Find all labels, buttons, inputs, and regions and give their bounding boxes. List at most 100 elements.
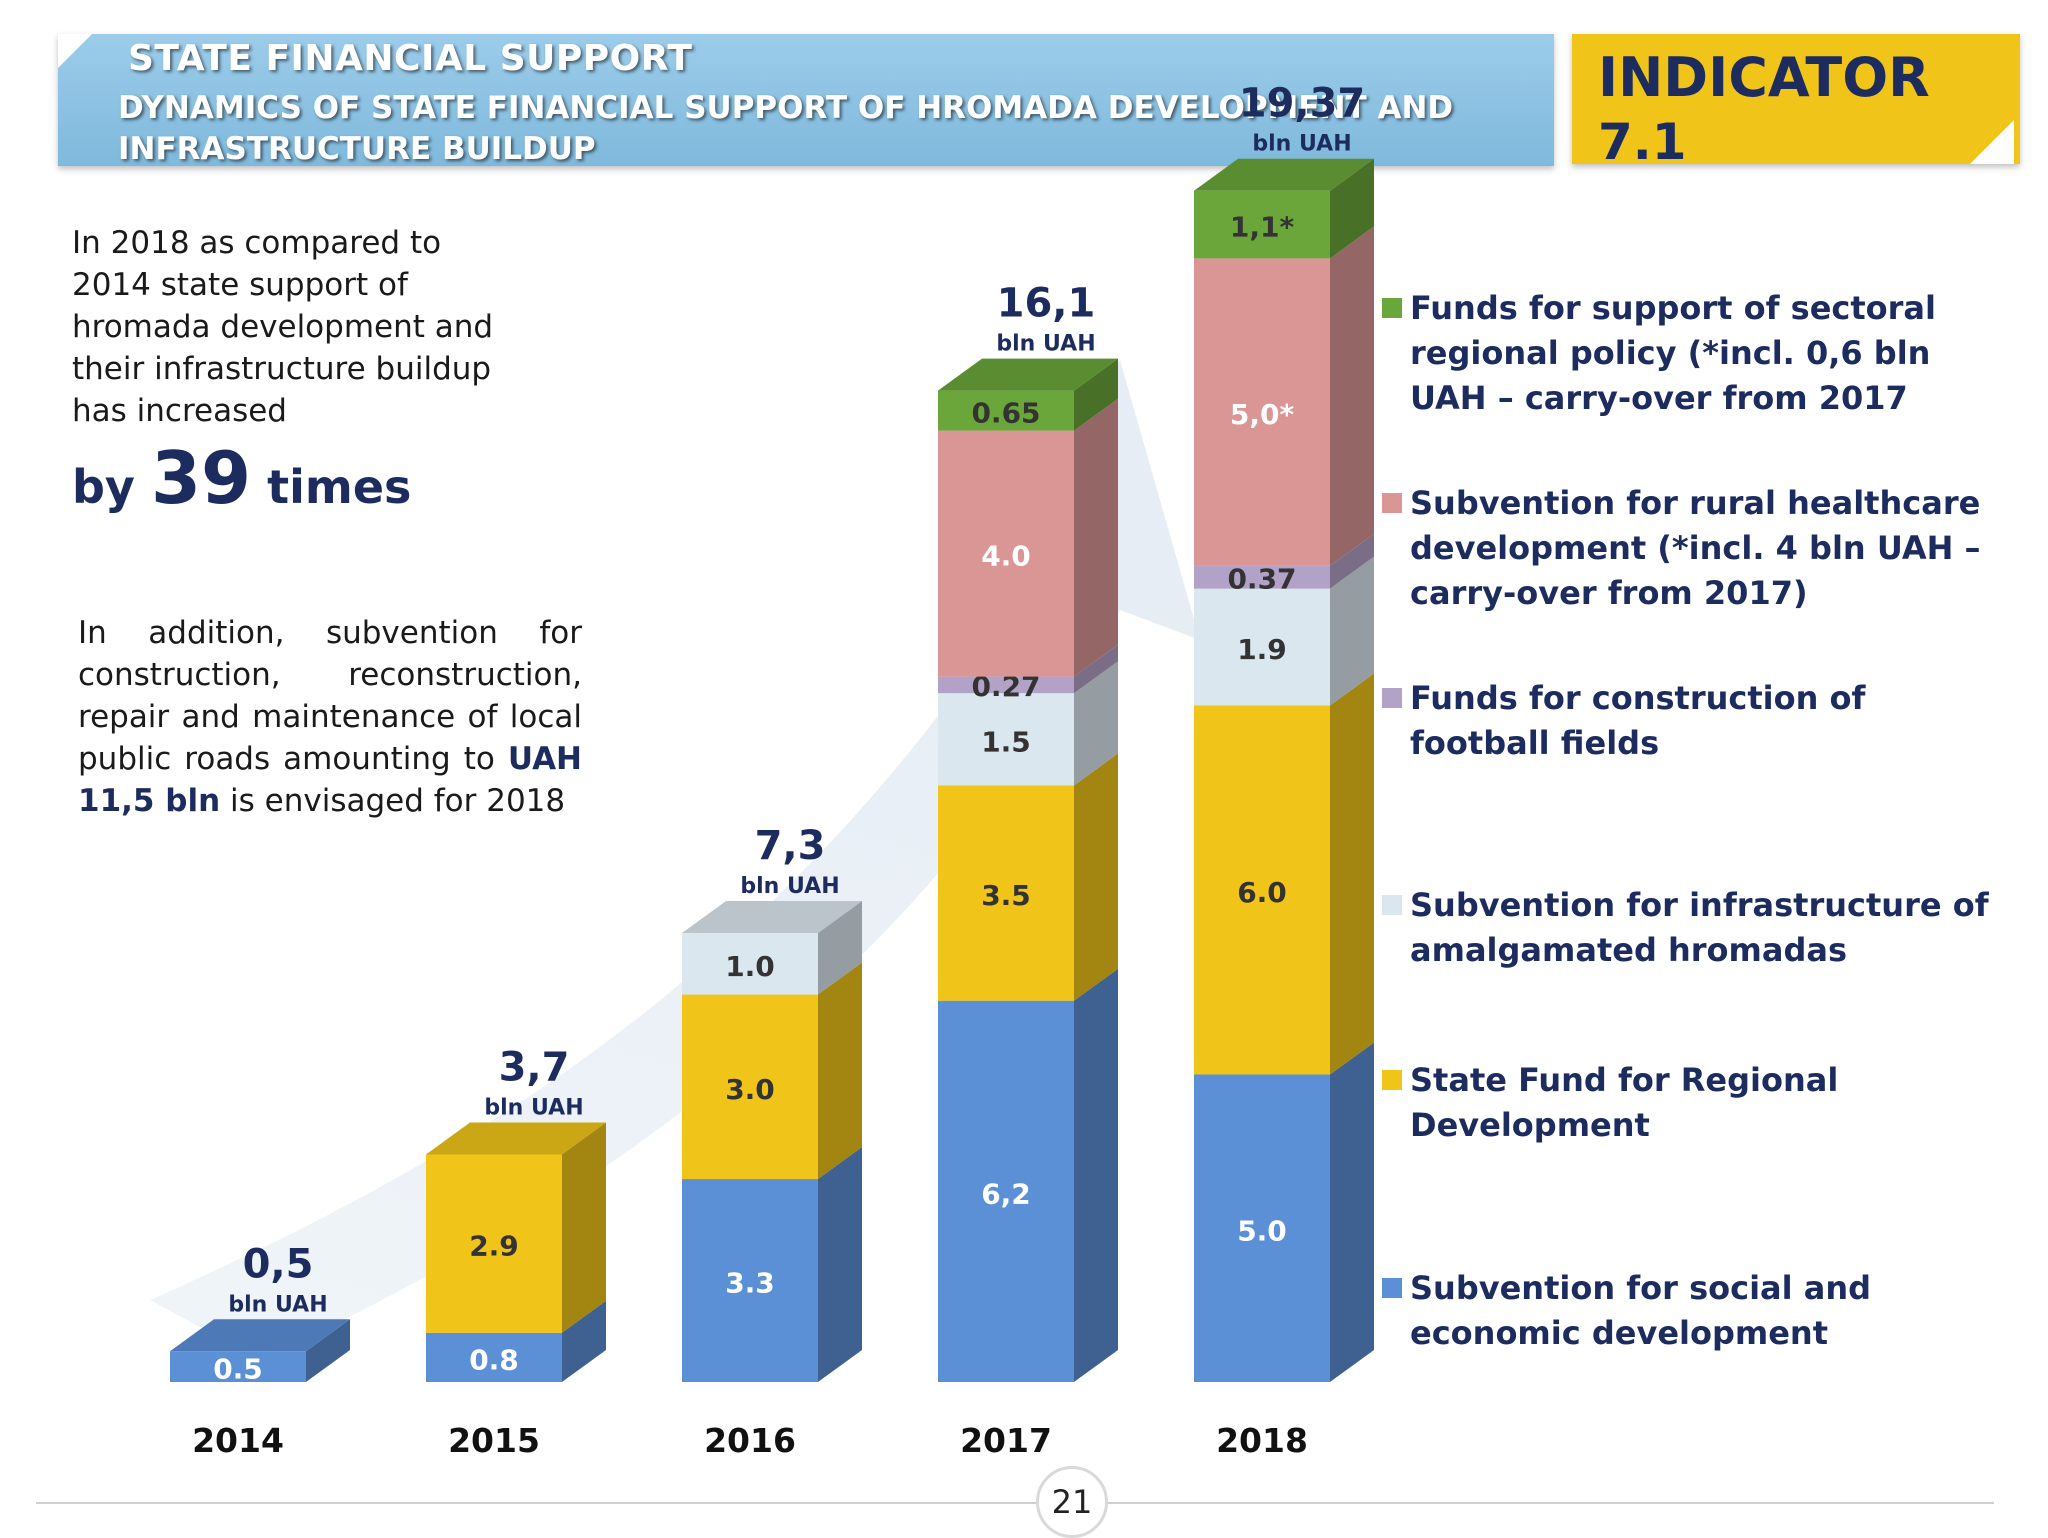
header-banner (58, 34, 1554, 166)
growth-by: by (72, 460, 135, 514)
legend-label: Funds for support of sectoral regional p… (1410, 289, 1936, 417)
bar-total-label: 0,5 (243, 1241, 314, 1287)
intro-text: In 2018 as compared to 2014 state suppor… (72, 225, 494, 429)
legend-swatch (1382, 493, 1402, 513)
bar-value-label: 1.5 (981, 725, 1031, 758)
bar-top-face (170, 1319, 350, 1352)
bar-total-unit: bln UAH (1252, 132, 1351, 157)
growth-times-value: 39 (150, 436, 252, 520)
bar-segment-side (562, 1300, 606, 1382)
legend-item-amalgamated-hromadas: Subvention for infrastructure of amalgam… (1382, 883, 2010, 973)
bar-segment (682, 933, 818, 995)
bar-total-label: 7,3 (755, 823, 826, 869)
growth-times: times (267, 460, 412, 514)
bar-segment-side (1330, 556, 1374, 706)
bar-segment-side (1074, 661, 1118, 786)
bar-total-unit: bln UAH (484, 1095, 583, 1120)
bar-segment (1194, 258, 1330, 566)
bar-segment-side (1074, 358, 1118, 431)
bar-total-label: 19,37 (1239, 81, 1366, 127)
bar-value-label: 1.9 (1237, 633, 1287, 666)
bar-value-label: 4.0 (981, 540, 1031, 573)
bar-value-label: 0.8 (469, 1343, 519, 1376)
bar-segment-side (1074, 644, 1118, 694)
bar-value-label: 0.5 (213, 1353, 263, 1386)
bar-segment-side (562, 1122, 606, 1333)
bar-segment-side (818, 901, 862, 995)
bar-total-unit: bln UAH (740, 874, 839, 899)
indicator-corner-decoration (1970, 120, 2014, 164)
legend-item-regional-fund: State Fund for Regional Development (1382, 1058, 2010, 1148)
bar-value-label: 1,1* (1230, 211, 1295, 244)
bar-total-unit: bln UAH (996, 332, 1095, 357)
bar-value-label: 1.0 (725, 950, 775, 983)
bar-segment-side (1074, 968, 1118, 1382)
bar-segment (426, 1154, 562, 1333)
legend-item-rural-healthcare: Subvention for rural healthcare developm… (1382, 481, 2010, 616)
bar-top-face (938, 358, 1118, 391)
bar-value-label: 5.0 (1237, 1214, 1287, 1247)
legend-item-social-economic: Subvention for social and economic devel… (1382, 1266, 2010, 1356)
bar-total-unit: bln UAH (228, 1292, 327, 1317)
bar-segment-side (1330, 226, 1374, 566)
bar-value-label: 0.37 (1227, 562, 1296, 595)
indicator-label: INDICATOR (1598, 46, 1930, 109)
legend-label: Subvention for social and economic devel… (1410, 1269, 1872, 1352)
bar-segment-side (1330, 533, 1374, 589)
bar-segment (1194, 565, 1330, 589)
bar-segment-side (1330, 673, 1374, 1075)
bar-value-label: 0.65 (971, 397, 1040, 430)
bar-segment (170, 1351, 306, 1382)
bar-value-label: 6,2 (981, 1177, 1031, 1210)
legend-swatch (1382, 1070, 1402, 1090)
indicator-label-wrap: INDICATOR 7.1 (1598, 46, 2020, 172)
footer-divider (36, 1502, 1994, 1504)
addition-amount: UAH 11,5 bln (78, 741, 582, 819)
bar-segment (938, 430, 1074, 677)
legend-item-sectoral-policy: Funds for support of sectoral regional p… (1382, 286, 2010, 421)
page-title: STATE FINANCIAL SUPPORT (128, 38, 693, 79)
bar-segment (938, 785, 1074, 1001)
bar-value-label: 3.3 (725, 1267, 775, 1300)
addition-text-before: In addition, subvention for construction… (78, 615, 582, 777)
x-tick-label: 2016 (704, 1421, 796, 1460)
bar-value-label: 3.0 (725, 1073, 775, 1106)
bar-segment-side (1074, 398, 1118, 677)
bar-segment (1194, 588, 1330, 706)
bar-segment-side (1330, 1042, 1374, 1382)
bar-top-face (682, 901, 862, 934)
bar-top-face (426, 1122, 606, 1155)
legend-item-football-fields: Funds for construction of football field… (1382, 676, 2010, 766)
addition-text-after: is envisaged for 2018 (220, 783, 566, 819)
legend-swatch (1382, 688, 1402, 708)
addition-text: In addition, subvention for construction… (78, 612, 582, 822)
indicator-badge: INDICATOR 7.1 (1572, 34, 2020, 171)
indicator-number: 7.1 (1598, 113, 1687, 171)
x-tick-label: 2015 (448, 1421, 540, 1460)
bar-value-label: 5,0* (1230, 398, 1295, 431)
growth-statement: by 39 times (72, 436, 411, 520)
page-number: 21 (1036, 1466, 1108, 1538)
legend-label: Subvention for rural healthcare developm… (1410, 484, 1981, 612)
bar-top-face (1194, 158, 1374, 191)
bar-value-label: 6.0 (1237, 876, 1287, 909)
legend-label: Funds for construction of football field… (1410, 679, 1866, 762)
bar-segment-side (1330, 158, 1374, 259)
bar-value-label: 2.9 (469, 1230, 519, 1263)
bar-segment (682, 1179, 818, 1382)
bar-segment (938, 693, 1074, 786)
bar-segment-side (306, 1319, 350, 1382)
bar-segment (1194, 1074, 1330, 1382)
bar-segment-side (818, 962, 862, 1180)
bar-segment (938, 390, 1074, 431)
bar-segment-side (818, 1147, 862, 1382)
legend-label: Subvention for infrastructure of amalgam… (1410, 886, 1989, 969)
bar-segment (1194, 705, 1330, 1075)
bar-segment (682, 994, 818, 1180)
bar-segment-side (1074, 753, 1118, 1001)
bar-value-label: 3.5 (981, 879, 1031, 912)
page-subtitle: DYNAMICS OF STATE FINANCIAL SUPPORT OF H… (118, 90, 1454, 167)
legend-swatch (1382, 298, 1402, 318)
legend-swatch (1382, 1278, 1402, 1298)
